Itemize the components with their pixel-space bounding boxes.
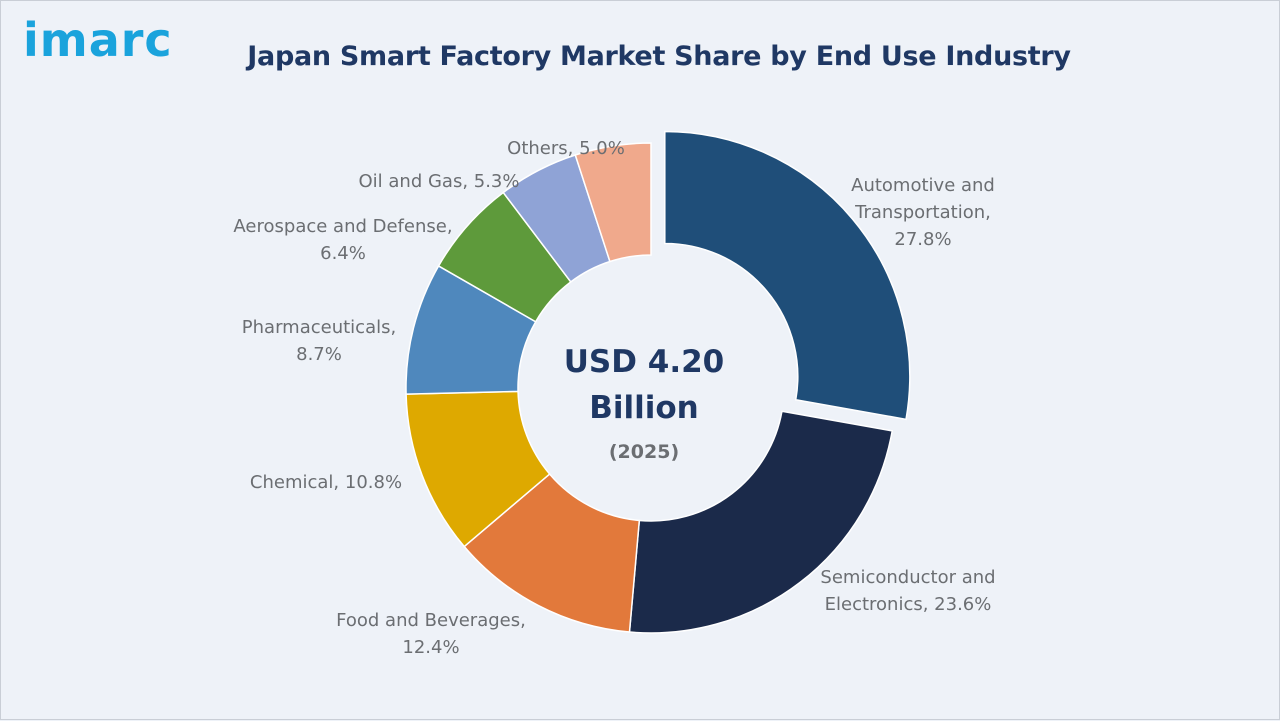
label-food-and-beverages: Food and Beverages, 12.4% xyxy=(336,610,526,658)
label-chemical: Chemical, 10.8% xyxy=(250,472,402,493)
chart-title: Japan Smart Factory Market Share by End … xyxy=(247,41,1071,72)
slice-labels: Automotive and Transportation, 27.8% Semico… xyxy=(233,138,995,658)
center-year: (2025) xyxy=(609,441,679,463)
label-oil-and-gas: Oil and Gas, 5.3% xyxy=(358,171,519,192)
label-others: Others, 5.0% xyxy=(507,138,625,159)
donut-center: USD 4.20 Billion (2025) xyxy=(564,344,725,463)
center-value-line1: USD 4.20 xyxy=(564,344,725,380)
label-automotive-and-transportation: Automotive and Transportation, 27.8% xyxy=(851,175,995,250)
slice-semiconductor-and-electronics xyxy=(628,410,894,634)
slice-others xyxy=(574,142,652,263)
center-value-line2: Billion xyxy=(589,390,699,426)
label-semiconductor-and-electronics: Semiconductor and Electronics, 23.6% xyxy=(820,567,995,615)
imarc-logo: imarc xyxy=(23,13,173,67)
slice-automotive-and-transportation xyxy=(664,130,911,421)
donut-slices xyxy=(405,130,911,634)
label-aerospace-and-defense: Aerospace and Defense, 6.4% xyxy=(233,216,452,264)
label-pharmaceuticals: Pharmaceuticals, 8.7% xyxy=(242,317,396,365)
